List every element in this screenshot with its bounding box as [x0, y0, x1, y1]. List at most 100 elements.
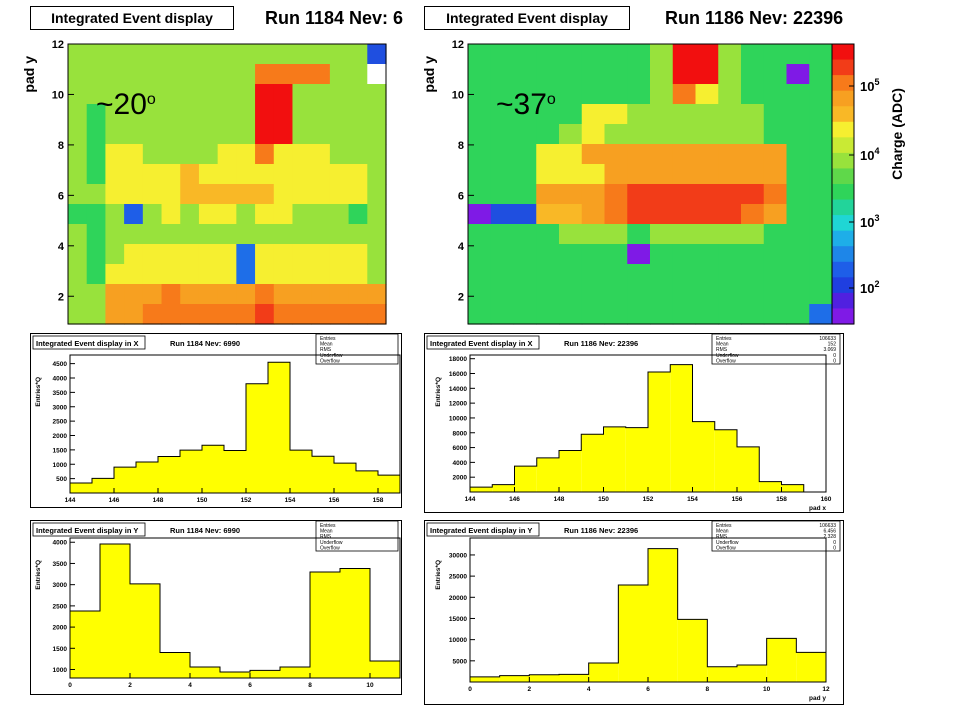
heatmap-cell [198, 264, 219, 285]
x-tick-label: 148 [554, 496, 565, 503]
heatmap-cell [367, 224, 387, 245]
colorbar-segment [832, 168, 854, 185]
heatmap-cell [311, 264, 331, 285]
heatmap-cell [180, 144, 200, 165]
y-tick-label: 2000 [53, 625, 68, 632]
heatmap-cell [198, 44, 219, 65]
x-tick-label: 144 [65, 497, 76, 504]
heatmap-cell [124, 204, 144, 225]
heatmap-cell [741, 304, 765, 325]
right-run-label: Run 1186 Nev: 22396 [665, 8, 844, 28]
heatmap-cell [468, 224, 492, 245]
heatmap-cell [627, 184, 651, 205]
hist-bar [759, 481, 782, 492]
colorbar-exponent: 4 [874, 146, 879, 156]
hist-run-label: Run 1184 Nev: 6990 [170, 526, 240, 535]
heatmap-cell [348, 64, 368, 85]
heatmap-cell [627, 124, 651, 145]
heatmap-cell [718, 144, 742, 165]
y-tick-label: 18000 [449, 356, 467, 363]
heatmap-cell [695, 64, 719, 85]
heatmap-cell [650, 304, 674, 325]
hist-bar [536, 457, 559, 492]
heatmap-cell [180, 264, 200, 285]
x-tick-label: 2 [528, 686, 532, 693]
heatmap-cell [348, 84, 368, 105]
hist-bar [334, 463, 356, 493]
heatmap-cell [763, 304, 788, 325]
heatmap-cell [367, 244, 387, 265]
y-tick-label: 2500 [53, 603, 68, 610]
heatmap-cell [627, 244, 651, 265]
hist-bar [670, 364, 693, 492]
hist-bar [559, 450, 582, 492]
heatmap-cell [786, 284, 810, 305]
heatmap-cell [161, 64, 181, 85]
heatmap-cell [217, 264, 237, 285]
heatmap-cell [273, 264, 294, 285]
heatmap-cell [650, 84, 674, 105]
hist-title-box [32, 335, 146, 350]
colorbar-segment [832, 277, 854, 294]
heatmap-cell [559, 84, 583, 105]
heatmap-cell [255, 104, 275, 125]
heatmap-cell [695, 144, 719, 165]
heatmap-cell [741, 264, 765, 285]
heatmap-cell [809, 284, 833, 305]
heatmap-cell [255, 164, 275, 185]
hist-title: Integrated Event display in X [36, 339, 139, 348]
heatmap-cell [809, 124, 833, 145]
hist-bar [559, 674, 589, 682]
heatmap-cell [581, 184, 606, 205]
heatmap-cell [311, 204, 331, 225]
hist-outline [469, 548, 827, 682]
heatmap-cell [741, 244, 765, 265]
heatmap-cell [161, 264, 181, 285]
heatmap-cell [86, 224, 107, 245]
hist-bar [581, 434, 604, 492]
heatmap-cell [763, 164, 788, 185]
colorbar-segment [832, 230, 854, 247]
y-tick-label: 4500 [53, 361, 68, 368]
x-axis-label: pad x [809, 505, 826, 512]
heatmap-cell [513, 224, 537, 245]
heatmap-cell [329, 184, 350, 205]
heatmap-cell [695, 124, 719, 145]
y-tick-label: 12 [52, 39, 64, 51]
heatmap-cell [741, 224, 765, 245]
heatmap-cell [786, 144, 810, 165]
heatmap-cell [198, 184, 219, 205]
heatmap-cell [68, 284, 88, 305]
heatmap-cell [718, 184, 742, 205]
hist-bar [250, 670, 280, 678]
heatmap-cell [105, 244, 125, 265]
heatmap-cell [198, 224, 219, 245]
stats-label: Overflow [716, 545, 736, 551]
x-tick-label: 6 [646, 686, 650, 693]
x-tick-label: 152 [643, 496, 654, 503]
heatmap-cell [627, 144, 651, 165]
heatmap-cell [367, 284, 387, 305]
y-tick-label: 8 [458, 140, 464, 152]
heatmap-cell [105, 144, 125, 165]
heatmap-cell [718, 204, 742, 225]
heatmap-cell [311, 44, 331, 65]
heatmap-cell [198, 304, 219, 325]
heatmap-cell [604, 184, 628, 205]
heatmap-cell [142, 44, 163, 65]
heatmap-cell [809, 264, 833, 285]
y-tick-label: 1000 [53, 667, 68, 674]
heatmap-cell [105, 104, 125, 125]
heatmap-cell [581, 224, 606, 245]
hist-bar [378, 475, 400, 493]
heatmap-cell [255, 124, 275, 145]
heatmap-cell [217, 144, 237, 165]
heatmap-cell [255, 144, 275, 165]
heatmap-cell [161, 124, 181, 145]
heatmap-cell [367, 164, 387, 185]
heatmap-cell [604, 304, 628, 325]
heatmap-cell [672, 104, 697, 125]
heatmap-cell [68, 304, 88, 325]
angle-label: ~37o [496, 88, 556, 121]
heatmap-cell [786, 244, 810, 265]
